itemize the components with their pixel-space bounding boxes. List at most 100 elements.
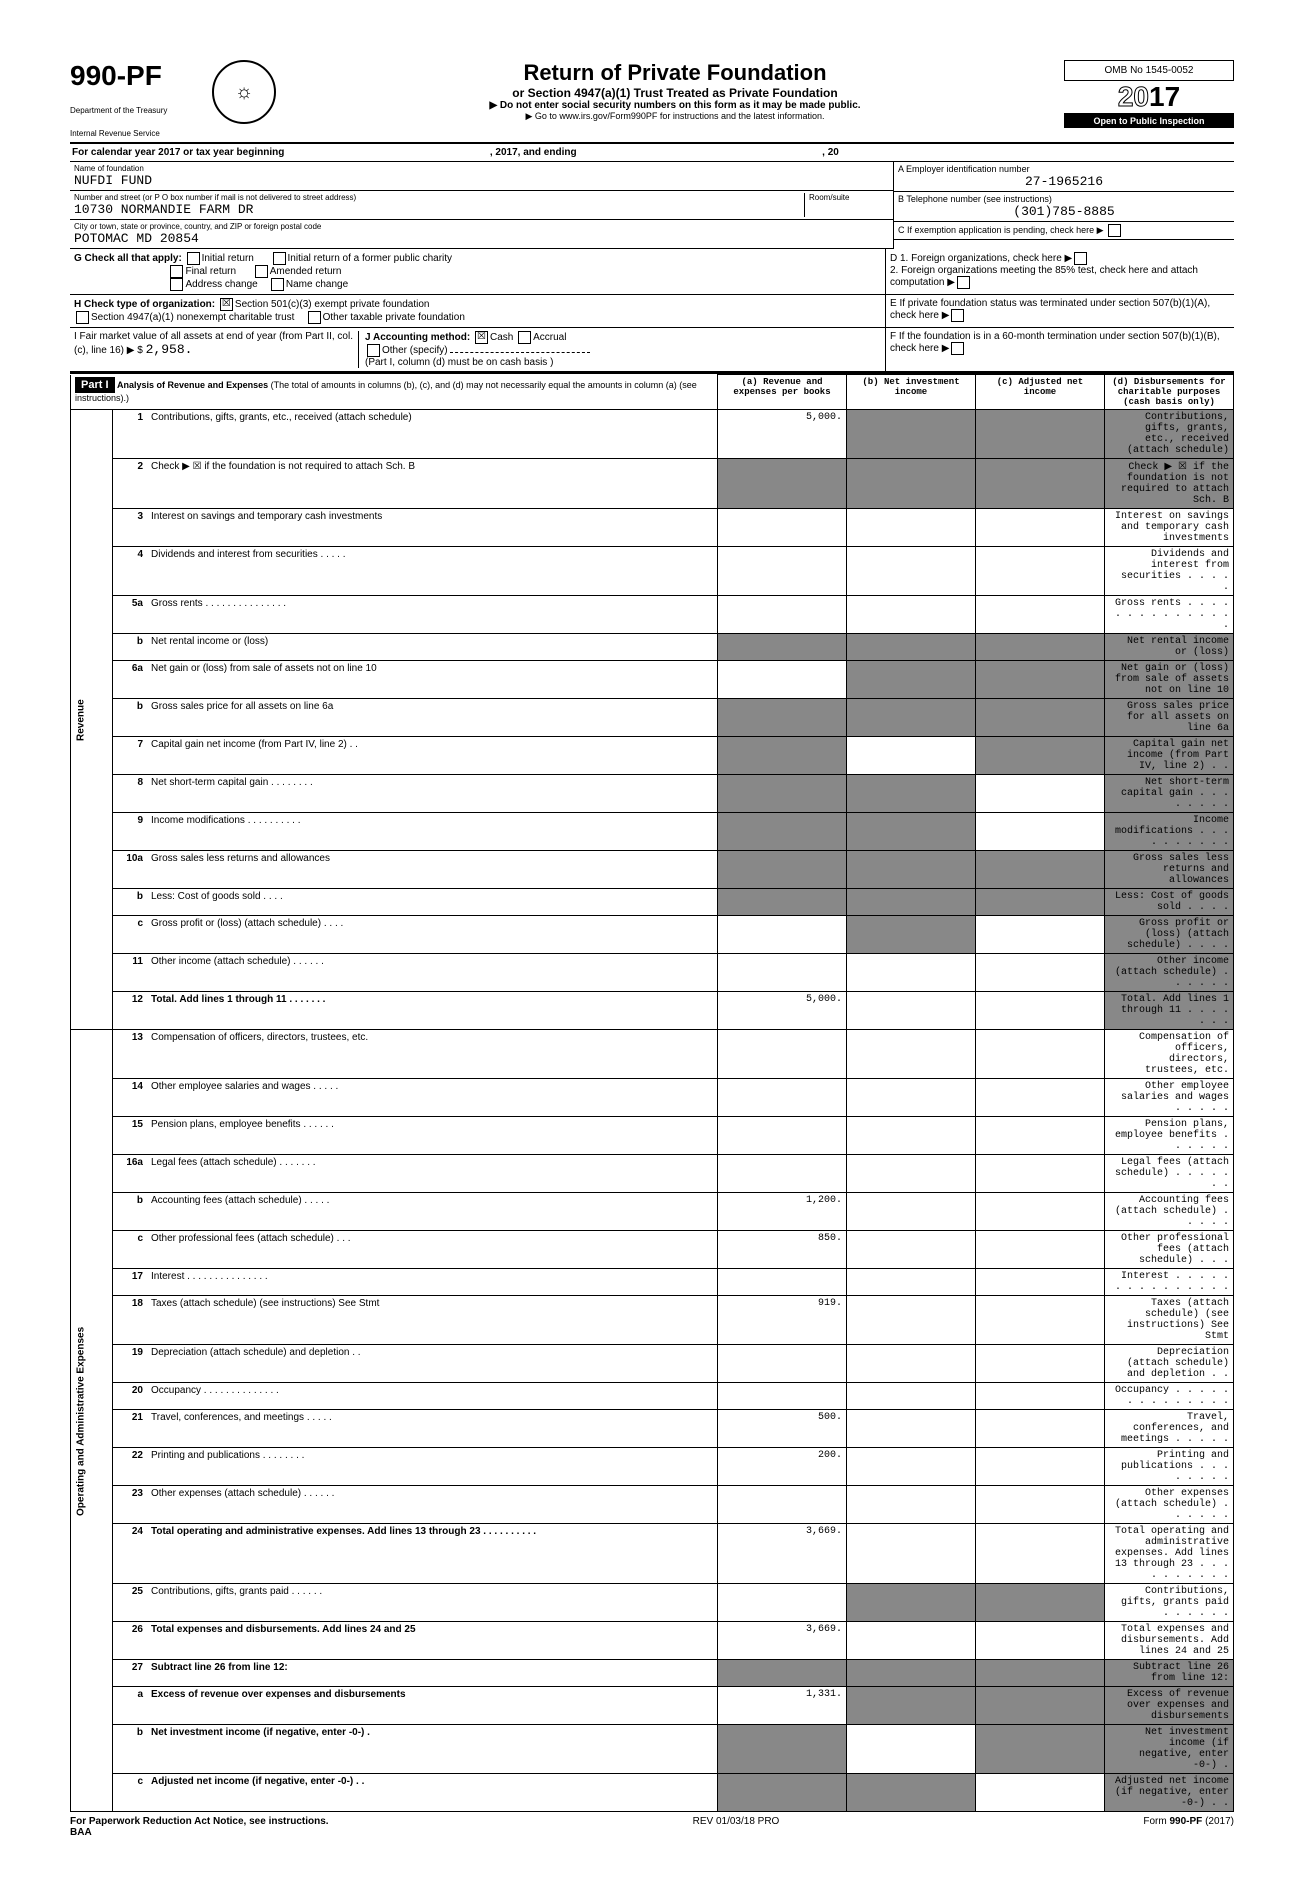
i-label: I Fair market value of all assets at end…: [74, 331, 353, 356]
room-label: Room/suite: [809, 193, 889, 202]
d1-label: D 1. Foreign organizations, check here: [890, 253, 1062, 264]
col-b-value: [847, 1117, 976, 1155]
col-c-value: [976, 1117, 1105, 1155]
initial-return-checkbox[interactable]: [187, 252, 200, 265]
col-a-value: [718, 889, 847, 916]
name-change-checkbox[interactable]: [271, 278, 284, 291]
col-d-value: Other employee salaries and wages . . . …: [1105, 1079, 1234, 1117]
col-b-value: [847, 661, 976, 699]
col-a-value: 1,200.: [718, 1193, 847, 1231]
col-b-value: [847, 916, 976, 954]
table-row: 22Printing and publications . . . . . . …: [71, 1448, 1234, 1486]
address-change-checkbox[interactable]: [170, 278, 183, 291]
line-number: 11: [113, 954, 148, 992]
paperwork-notice: For Paperwork Reduction Act Notice, see …: [70, 1816, 329, 1827]
line-number: 8: [113, 775, 148, 813]
col-c-value: [976, 775, 1105, 813]
line-description: Printing and publications . . . . . . . …: [147, 1448, 718, 1486]
line-number: 26: [113, 1622, 148, 1660]
g-opt1: Initial return: [202, 253, 254, 264]
expenses-section-label: Operating and Administrative Expenses: [71, 1030, 113, 1812]
col-b-value: [847, 1524, 976, 1584]
city-state-zip: POTOMAC MD 20854: [74, 231, 889, 246]
line-number: 2: [113, 459, 148, 509]
line-description: Check ▶ ☒ if the foundation is not requi…: [147, 459, 718, 509]
foreign-85-checkbox[interactable]: [957, 276, 970, 289]
irs-label: Internal Revenue Service: [70, 129, 200, 138]
former-charity-checkbox[interactable]: [273, 252, 286, 265]
col-b-value: [847, 992, 976, 1030]
col-a-value: 1,331.: [718, 1687, 847, 1725]
street-address: 10730 NORMANDIE FARM DR: [74, 202, 804, 217]
instructions-link: ▶ Go to www.irs.gov/Form990PF for instru…: [286, 111, 1064, 122]
col-b-value: [847, 813, 976, 851]
other-taxable-checkbox[interactable]: [308, 311, 321, 324]
g-opt5: Amended return: [270, 266, 342, 277]
ein-label: A Employer identification number: [898, 164, 1230, 174]
col-a-value: [718, 1117, 847, 1155]
501c3-checkbox[interactable]: ☒: [220, 298, 233, 311]
irs-eagle-logo: ☼: [212, 60, 276, 124]
col-a-value: [718, 1774, 847, 1812]
col-c-value: [976, 1687, 1105, 1725]
final-return-checkbox[interactable]: [170, 265, 183, 278]
open-inspection: Open to Public Inspection: [1064, 114, 1234, 128]
page-footer: For Paperwork Reduction Act Notice, see …: [70, 1812, 1234, 1838]
col-a-value: 3,669.: [718, 1524, 847, 1584]
col-a-value: [718, 1030, 847, 1079]
line-description: Net investment income (if negative, ente…: [147, 1725, 718, 1774]
col-b-value: [847, 1345, 976, 1383]
h-label: H Check type of organization:: [74, 299, 215, 310]
col-d-value: Travel, conferences, and meetings . . . …: [1105, 1410, 1234, 1448]
col-d-value: Gross rents . . . . . . . . . . . . . . …: [1105, 596, 1234, 634]
amended-return-checkbox[interactable]: [255, 265, 268, 278]
table-row: 11Other income (attach schedule) . . . .…: [71, 954, 1234, 992]
60month-checkbox[interactable]: [951, 342, 964, 355]
line-description: Dividends and interest from securities .…: [147, 547, 718, 596]
table-row: 3Interest on savings and temporary cash …: [71, 509, 1234, 547]
col-a-value: [718, 1345, 847, 1383]
col-c-value: [976, 1486, 1105, 1524]
table-row: bLess: Cost of goods sold . . . .Less: C…: [71, 889, 1234, 916]
line-number: 22: [113, 1448, 148, 1486]
j-note: (Part I, column (d) must be on cash basi…: [365, 357, 553, 368]
terminated-checkbox[interactable]: [951, 309, 964, 322]
col-b-value: [847, 1448, 976, 1486]
col-c-value: [976, 1622, 1105, 1660]
line-number: c: [113, 1774, 148, 1812]
cash-checkbox[interactable]: ☒: [475, 331, 488, 344]
line-number: 14: [113, 1079, 148, 1117]
exemption-checkbox[interactable]: [1108, 224, 1121, 237]
col-d-value: Other professional fees (attach schedule…: [1105, 1231, 1234, 1269]
col-c-value: [976, 889, 1105, 916]
col-d-value: Income modifications . . . . . . . . . .: [1105, 813, 1234, 851]
line-description: Contributions, gifts, grants paid . . . …: [147, 1584, 718, 1622]
cal-text3: , 20: [822, 147, 839, 158]
h-opt3: Other taxable private foundation: [323, 312, 465, 323]
col-b-value: [847, 459, 976, 509]
col-a-value: [718, 813, 847, 851]
col-c-value: [976, 1725, 1105, 1774]
other-method-checkbox[interactable]: [367, 344, 380, 357]
col-d-value: Contributions, gifts, grants, etc., rece…: [1105, 410, 1234, 459]
col-d-value: Gross sales less returns and allowances: [1105, 851, 1234, 889]
col-d-value: Total. Add lines 1 through 11 . . . . . …: [1105, 992, 1234, 1030]
revision-date: REV 01/03/18 PRO: [693, 1816, 780, 1838]
col-b-value: [847, 775, 976, 813]
col-c-value: [976, 1296, 1105, 1345]
col-c-value: [976, 1383, 1105, 1410]
line-description: Other employee salaries and wages . . . …: [147, 1079, 718, 1117]
col-b-value: [847, 1296, 976, 1345]
col-a-value: [718, 699, 847, 737]
line-description: Less: Cost of goods sold . . . .: [147, 889, 718, 916]
line-number: 21: [113, 1410, 148, 1448]
tax-year: 2017: [1064, 81, 1234, 114]
line-description: Excess of revenue over expenses and disb…: [147, 1687, 718, 1725]
foreign-org-checkbox[interactable]: [1074, 252, 1087, 265]
col-d-value: Interest . . . . . . . . . . . . . . .: [1105, 1269, 1234, 1296]
4947a1-checkbox[interactable]: [76, 311, 89, 324]
col-a-value: 5,000.: [718, 992, 847, 1030]
line-description: Net rental income or (loss): [147, 634, 718, 661]
col-a-value: [718, 1725, 847, 1774]
accrual-checkbox[interactable]: [518, 331, 531, 344]
